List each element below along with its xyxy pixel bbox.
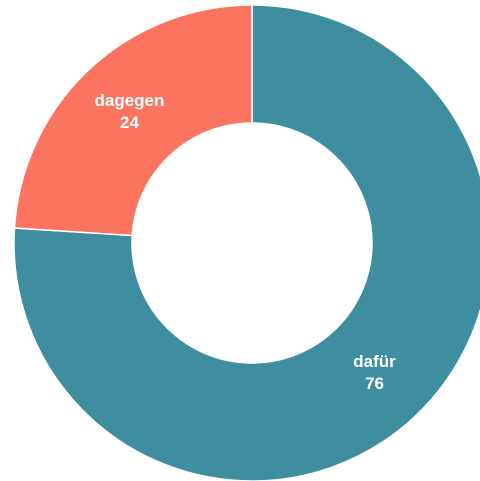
slice-label: dagegen: [95, 91, 165, 110]
donut-slice: [13, 4, 253, 237]
slice-value: 24: [120, 113, 139, 132]
donut-slice: [13, 4, 480, 481]
slice-value: 76: [365, 374, 384, 393]
slice-label: dafür: [353, 352, 396, 371]
